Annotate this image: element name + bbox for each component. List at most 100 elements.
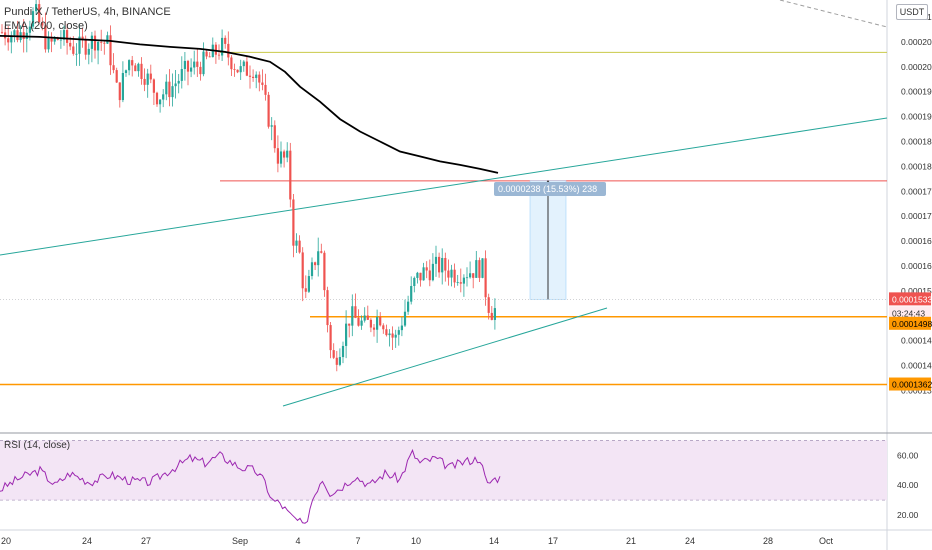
candle-body <box>66 30 69 43</box>
price-tick-label: 0.0001600 <box>901 261 932 271</box>
candle-body <box>450 269 453 278</box>
time-tick-label: Oct <box>819 536 834 546</box>
candle-body <box>81 36 84 41</box>
candle-body <box>31 11 35 27</box>
candle-body <box>196 61 199 67</box>
candle-body <box>103 42 106 44</box>
candle-body <box>469 273 472 278</box>
price-tick-label: 0.0001400 <box>901 361 932 371</box>
rsi-tick-label: 40.00 <box>897 480 919 490</box>
candle-body <box>22 32 25 39</box>
candle-body <box>301 252 304 289</box>
candle-body <box>425 267 428 271</box>
time-tick-label: Sep <box>232 536 248 546</box>
currency-badge[interactable]: USDT <box>896 4 928 20</box>
candle-body <box>155 92 159 105</box>
candle-body <box>419 272 422 281</box>
candle-body <box>369 319 372 328</box>
candle-body <box>283 151 286 158</box>
price-tick-label: 0.0001650 <box>901 236 932 246</box>
candle-body <box>93 35 97 51</box>
candle-body <box>97 41 100 51</box>
candle-body <box>376 316 379 330</box>
candle-body <box>146 73 149 85</box>
candle-body <box>168 81 171 98</box>
candle-body <box>273 125 276 149</box>
candle-body <box>493 308 496 320</box>
candle-body <box>199 66 202 75</box>
candle-body <box>410 286 413 302</box>
candle-body <box>245 61 248 76</box>
rsi-line <box>0 448 501 524</box>
candle-body <box>90 35 93 49</box>
candle-body <box>252 76 255 78</box>
candle-body <box>38 4 41 23</box>
candle-body <box>174 83 177 87</box>
candle-body <box>391 333 394 338</box>
candle-body <box>7 38 10 43</box>
last-price-badge: 0.0001533 <box>892 294 932 304</box>
candle-body <box>416 272 419 278</box>
countdown-badge-bg <box>889 306 931 320</box>
candle-body <box>286 150 289 158</box>
time-tick-label: 24 <box>685 536 695 546</box>
candle-body <box>165 81 168 95</box>
candle-body <box>258 74 261 83</box>
candle-body <box>75 53 78 55</box>
candle-body <box>363 315 366 321</box>
candle-body <box>366 315 369 320</box>
candle-body <box>10 35 13 43</box>
candle-body <box>190 67 193 72</box>
candle-body <box>149 73 152 80</box>
symbol-title: Pundi X / TetherUS, 4h, BINANCE <box>4 6 171 18</box>
time-tick-label: 24 <box>82 536 92 546</box>
candle-body <box>50 37 53 42</box>
candle-body <box>465 277 469 279</box>
candle-body <box>403 311 407 326</box>
candle-body <box>490 312 493 320</box>
candle-body <box>131 60 134 66</box>
candle-body <box>134 65 137 72</box>
candle-body <box>242 61 245 67</box>
price-tick-label: 0.0002000 <box>901 62 932 72</box>
support-1-badge-bg <box>889 316 931 330</box>
candle-body <box>35 4 38 12</box>
candle-body <box>236 69 239 73</box>
candle-body <box>270 125 273 127</box>
candle-body <box>338 357 341 365</box>
candle-body <box>279 151 283 164</box>
price-tick-label: 0.0001800 <box>901 161 932 171</box>
candle-body <box>478 260 481 278</box>
candle-body <box>441 257 444 273</box>
candle-body <box>428 270 431 281</box>
candle-body <box>264 84 267 95</box>
ema-legend: EMA (200, close) <box>4 20 88 32</box>
candle-body <box>233 69 236 70</box>
candle-body <box>487 297 490 313</box>
price-tick-label: 0.0001900 <box>901 112 932 122</box>
candle-body <box>462 277 465 284</box>
candle-body <box>413 277 416 287</box>
dashed-trend-line <box>779 0 888 28</box>
long-trend-line <box>0 117 888 256</box>
candle-body <box>459 282 462 284</box>
support-2-badge-bg <box>889 377 931 391</box>
candle-body <box>295 240 298 246</box>
candle-body <box>47 37 50 50</box>
candle-body <box>320 251 323 253</box>
measure-label: 0.0000238 (15.53%) 238 <box>498 184 597 194</box>
ema-200-line <box>0 35 499 174</box>
support-2-badge: 0.0001362 <box>892 380 932 390</box>
candle-body <box>69 42 72 47</box>
candle-body <box>360 320 363 326</box>
candle-body <box>317 251 320 266</box>
candle-body <box>456 282 459 283</box>
candle-body <box>112 65 115 71</box>
candle-body <box>341 345 345 358</box>
candle-body <box>379 316 382 326</box>
countdown-badge: 03:24:43 <box>892 308 925 318</box>
price-tick-label: 0.0001950 <box>901 87 932 97</box>
candle-body <box>72 46 75 54</box>
candle-body <box>0 31 4 33</box>
